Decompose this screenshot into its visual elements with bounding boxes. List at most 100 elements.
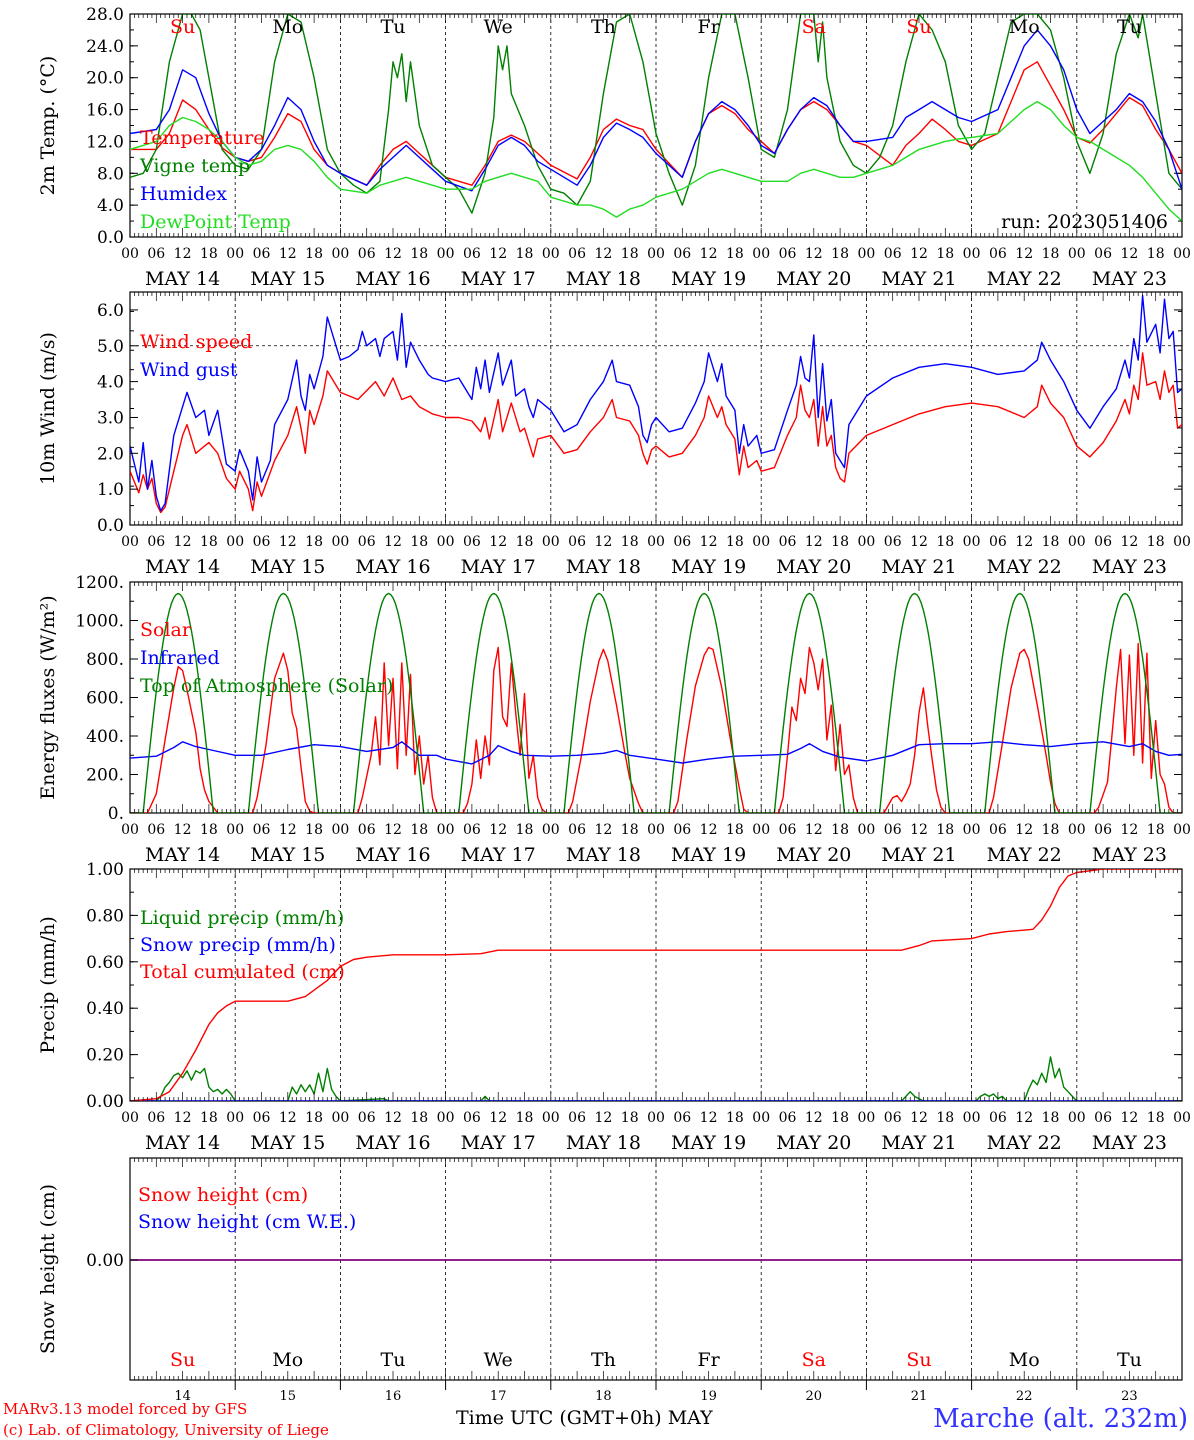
series-line — [130, 642, 1182, 813]
x-hour-label: 06 — [1094, 246, 1112, 262]
y-tick-label: 0.40 — [86, 999, 124, 1019]
x-date-label: MAY 15 — [250, 556, 325, 578]
x-hour-label: 18 — [1042, 534, 1060, 550]
x-date-label: MAY 22 — [987, 556, 1062, 578]
x-hour-label: 18 — [726, 822, 744, 838]
x-hour-label: 06 — [463, 1110, 481, 1126]
legend-entry: Infrared — [140, 647, 220, 669]
y-tick-label: 1.00 — [86, 860, 124, 880]
x-hour-label: 18 — [305, 534, 323, 550]
series-line — [130, 869, 1182, 1101]
x-date-label: MAY 20 — [776, 268, 851, 290]
y-tick-label: 16.0 — [86, 101, 124, 121]
x-hour-label: 18 — [621, 822, 639, 838]
x-hour-label: 06 — [568, 1110, 586, 1126]
footer-model: MARv3.13 model forced by GFS — [3, 1400, 247, 1418]
x-hour-label: 00 — [121, 822, 139, 838]
axes-ticks: 0.0 4.0 8.0 12.0 16.0 20.0 24.0 28.0 2m Temp. (°… — [37, 5, 1191, 1404]
x-date-label: MAY 20 — [776, 1132, 851, 1154]
y-tick-label: 600. — [86, 689, 124, 709]
y-axis-title: Energy fluxes (W/m²) — [37, 595, 59, 799]
x-hour-label: 18 — [200, 1110, 218, 1126]
x-hour-label: 06 — [673, 246, 691, 262]
x-hour-label: 12 — [279, 822, 297, 838]
x-hour-label: 12 — [1120, 1110, 1138, 1126]
x-hour-label: 18 — [410, 246, 428, 262]
x-hour-label: 06 — [673, 822, 691, 838]
y-tick-label: 1.0 — [97, 480, 124, 500]
x-date-label: MAY 17 — [461, 1132, 536, 1154]
x-hour-label: 12 — [1015, 1110, 1033, 1126]
y-tick-label: 28.0 — [86, 5, 124, 25]
x-hour-label: 06 — [989, 1110, 1007, 1126]
legend-entry: Wind gust — [140, 359, 238, 381]
x-date-label: MAY 15 — [250, 268, 325, 290]
x-hour-label: 18 — [726, 534, 744, 550]
x-hour-label: 18 — [1147, 1110, 1165, 1126]
x-hour-label: 18 — [200, 534, 218, 550]
x-date-label: MAY 23 — [1092, 844, 1167, 866]
x-hour-label: 06 — [253, 246, 271, 262]
x-hour-label: 06 — [884, 1110, 902, 1126]
x-hour-label: 06 — [779, 1110, 797, 1126]
x-hour-label: 12 — [910, 1110, 928, 1126]
x-hour-label: 18 — [516, 534, 534, 550]
series-line — [130, 100, 1182, 222]
x-date-label: MAY 16 — [355, 268, 430, 290]
x-date-label: MAY 20 — [776, 556, 851, 578]
x-hour-label: 18 — [200, 822, 218, 838]
x-date-label: MAY 18 — [566, 1132, 641, 1154]
x-hour-label: 12 — [594, 246, 612, 262]
day-of-week-label: Th — [591, 16, 616, 38]
x-hour-label: 12 — [174, 1110, 192, 1126]
x-hour-label: 00 — [647, 822, 665, 838]
panel-series-group — [130, 294, 1182, 514]
x-hour-label: 18 — [621, 534, 639, 550]
x-hour-label: 06 — [253, 1110, 271, 1126]
x-hour-label: 18 — [621, 246, 639, 262]
x-hour-label: 00 — [331, 246, 349, 262]
x-hour-label: 06 — [147, 246, 165, 262]
day-of-week-label: Fr — [697, 16, 720, 38]
day-of-week-label: Mo — [1009, 16, 1040, 38]
y-tick-label: 4.0 — [97, 196, 124, 216]
day-number-label: 14 — [174, 1389, 191, 1404]
legend-entry: Snow precip (mm/h) — [140, 934, 336, 956]
x-hour-label: 18 — [726, 246, 744, 262]
x-hour-label: 00 — [857, 534, 875, 550]
x-hour-label: 00 — [331, 1110, 349, 1126]
y-tick-label: 0. — [108, 804, 124, 824]
x-hour-label: 18 — [1147, 534, 1165, 550]
x-hour-label: 12 — [384, 1110, 402, 1126]
x-hour-label: 12 — [1120, 822, 1138, 838]
y-tick-label: 0.00 — [86, 1251, 124, 1271]
x-hour-label: 12 — [489, 246, 507, 262]
x-hour-label: 00 — [963, 534, 981, 550]
x-hour-label: 12 — [174, 822, 192, 838]
x-hour-label: 12 — [384, 534, 402, 550]
y-tick-label: 6.0 — [97, 301, 124, 321]
legend-entry: Total cumulated (cm) — [140, 961, 345, 983]
x-hour-label: 00 — [542, 1110, 560, 1126]
x-hour-label: 00 — [647, 534, 665, 550]
x-hour-label: 18 — [305, 246, 323, 262]
panel-series-group — [130, 14, 1182, 222]
x-hour-label: 00 — [752, 534, 770, 550]
day-number-label: 20 — [806, 1389, 823, 1404]
x-date-label: MAY 21 — [881, 844, 956, 866]
x-date-label: MAY 22 — [987, 844, 1062, 866]
x-date-label: MAY 17 — [461, 268, 536, 290]
run-label: run: 2023051406 — [1001, 211, 1168, 233]
x-hour-label: 00 — [437, 822, 455, 838]
x-hour-label: 18 — [516, 822, 534, 838]
x-hour-label: 12 — [910, 534, 928, 550]
x-hour-label: 00 — [752, 1110, 770, 1126]
x-hour-label: 18 — [305, 822, 323, 838]
footer-lab: (c) Lab. of Climatology, University of L… — [3, 1421, 329, 1439]
x-hour-label: 06 — [358, 246, 376, 262]
y-axis-title: Snow height (cm) — [37, 1184, 59, 1354]
x-hour-label: 12 — [279, 246, 297, 262]
x-hour-label: 00 — [1068, 1110, 1086, 1126]
x-date-label: MAY 16 — [355, 556, 430, 578]
x-hour-label: 12 — [700, 822, 718, 838]
